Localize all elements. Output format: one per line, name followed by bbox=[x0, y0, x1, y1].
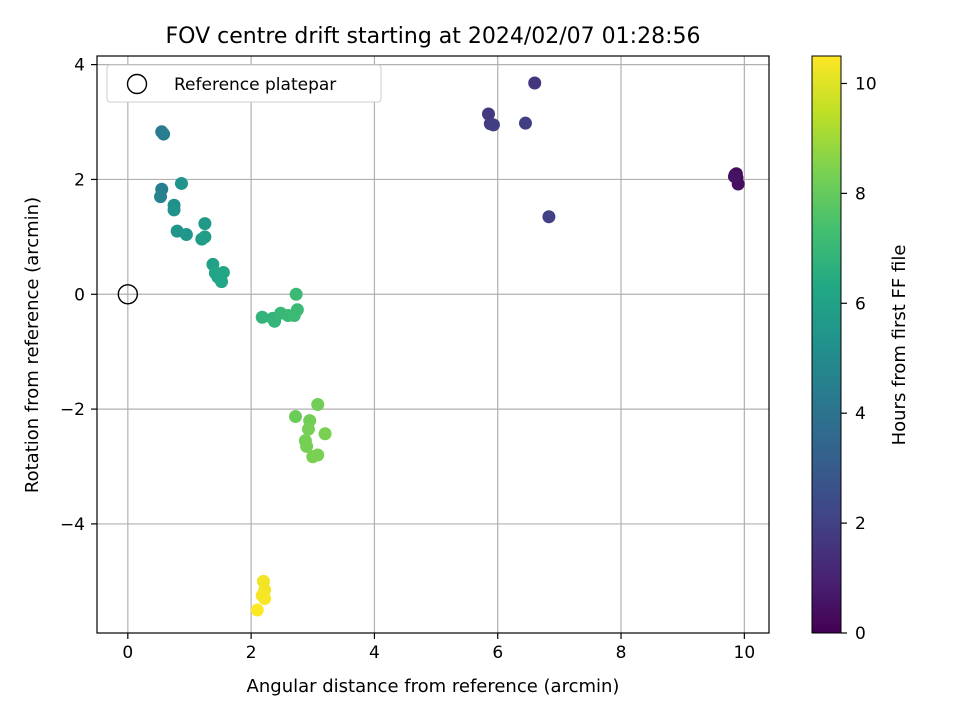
data-point bbox=[255, 310, 269, 324]
colorbar-tick-label: 4 bbox=[855, 404, 866, 424]
legend-box bbox=[106, 64, 382, 103]
data-point bbox=[290, 303, 304, 317]
data-point bbox=[311, 448, 325, 462]
data-point bbox=[518, 116, 532, 130]
x-tick-label: 0 bbox=[122, 643, 133, 663]
y-tick-label: −2 bbox=[60, 400, 85, 420]
plot-frame bbox=[96, 55, 770, 634]
data-point bbox=[198, 217, 212, 231]
x-tick-label: 2 bbox=[246, 643, 257, 663]
data-point bbox=[250, 603, 264, 617]
x-tick-label: 6 bbox=[492, 643, 503, 663]
colorbar-tick-label: 8 bbox=[855, 184, 866, 204]
data-point bbox=[727, 170, 741, 184]
x-tick-label: 10 bbox=[734, 643, 756, 663]
y-tick-label: 0 bbox=[74, 285, 85, 305]
colorbar-tick-label: 0 bbox=[855, 624, 866, 644]
chart-title: FOV centre drift starting at 2024/02/07 … bbox=[166, 24, 701, 49]
y-axis-ticks: 4 2 0 −2 −4 bbox=[60, 56, 97, 535]
data-point bbox=[258, 592, 272, 606]
x-axis-ticks: 0 2 4 6 8 10 bbox=[122, 633, 755, 663]
legend: Reference platepar bbox=[106, 64, 382, 103]
data-point bbox=[289, 287, 303, 301]
colorbar-label: Hours from first FF file bbox=[889, 245, 910, 446]
data-point bbox=[154, 190, 168, 204]
data-point bbox=[300, 439, 314, 453]
colorbar-tick-label: 10 bbox=[855, 74, 877, 94]
data-point bbox=[157, 127, 171, 141]
data-point bbox=[167, 203, 181, 217]
data-point bbox=[481, 107, 495, 121]
colorbar-tick-label: 2 bbox=[855, 514, 866, 534]
data-point bbox=[542, 210, 556, 224]
data-point bbox=[486, 118, 500, 132]
y-tick-label: −4 bbox=[60, 515, 85, 535]
reference-marker bbox=[117, 284, 139, 305]
data-point bbox=[174, 176, 188, 190]
data-point bbox=[301, 422, 315, 436]
y-tick-label: 2 bbox=[74, 170, 85, 190]
data-points bbox=[154, 76, 745, 617]
data-point bbox=[198, 230, 212, 244]
x-tick-label: 8 bbox=[616, 643, 627, 663]
y-axis-label: Rotation from reference (arcmin) bbox=[22, 197, 43, 493]
colorbar-tick-label: 6 bbox=[855, 294, 866, 314]
data-point bbox=[289, 410, 303, 424]
data-point bbox=[528, 76, 542, 90]
legend-label: Reference platepar bbox=[174, 75, 336, 95]
colorbar-gradient bbox=[811, 55, 842, 634]
data-point bbox=[216, 265, 230, 279]
legend-marker bbox=[126, 73, 148, 95]
colorbar-ticks: 0 2 4 6 8 10 bbox=[841, 74, 877, 644]
data-point bbox=[318, 427, 332, 441]
x-tick-label: 4 bbox=[369, 643, 380, 663]
y-tick-label: 4 bbox=[74, 56, 85, 76]
colorbar: 0 2 4 6 8 10 Hours from first FF file bbox=[811, 55, 910, 644]
plot-area bbox=[97, 56, 769, 633]
x-axis-label: Angular distance from reference (arcmin) bbox=[247, 676, 620, 697]
data-point bbox=[311, 397, 325, 411]
data-point bbox=[179, 228, 193, 242]
